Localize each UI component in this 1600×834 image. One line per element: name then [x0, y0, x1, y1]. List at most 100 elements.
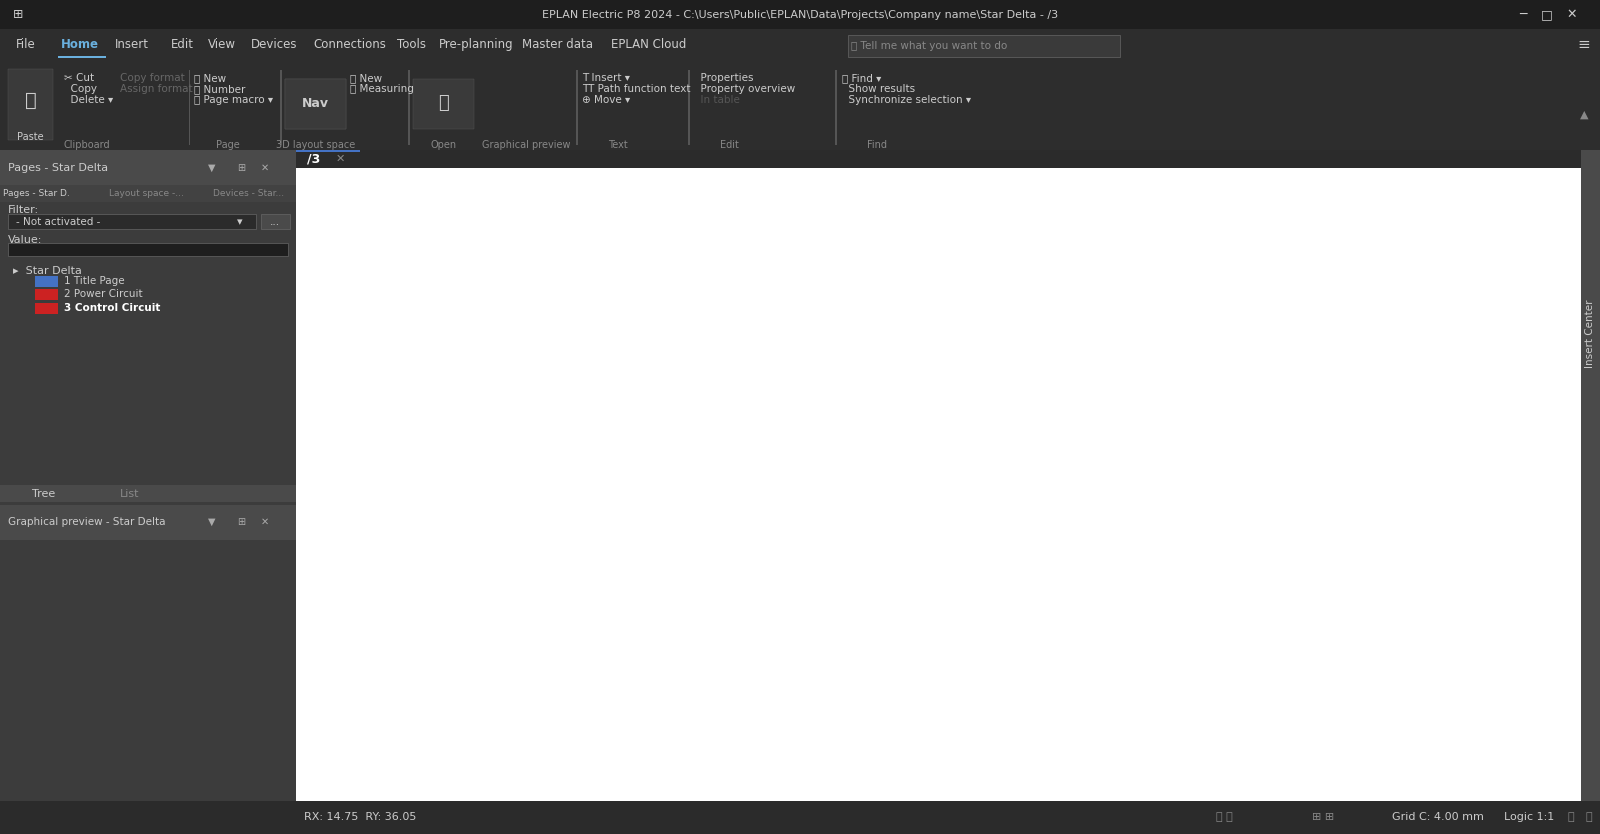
Text: ...: ... [270, 217, 280, 227]
Text: 👁: 👁 [438, 94, 448, 113]
Text: 🔍: 🔍 [1568, 812, 1574, 822]
Text: Text: Text [608, 140, 627, 150]
Text: Tree: Tree [32, 489, 56, 499]
Text: Logic 1:1: Logic 1:1 [1504, 812, 1554, 822]
Text: Main: Main [768, 620, 802, 635]
Text: ▼: ▼ [208, 163, 216, 173]
Text: 📏 Measuring: 📏 Measuring [350, 84, 414, 94]
Text: A1: A1 [1136, 567, 1152, 580]
Text: List: List [120, 489, 139, 499]
Text: 3D layout space: 3D layout space [275, 140, 355, 150]
Text: ✕: ✕ [261, 163, 269, 173]
Text: -T1: -T1 [1142, 333, 1168, 348]
Text: Home: Home [61, 38, 99, 51]
Text: -Q2: -Q2 [947, 541, 976, 556]
Text: ⊞: ⊞ [237, 163, 245, 173]
Text: ▲: ▲ [1579, 110, 1589, 120]
Text: A1: A1 [485, 567, 502, 580]
Text: A2: A2 [800, 606, 816, 620]
Text: Graphical preview - Star Delta: Graphical preview - Star Delta [8, 517, 165, 527]
Text: 14: 14 [509, 401, 528, 415]
Text: A2: A2 [978, 606, 994, 620]
Text: Layout space -...: Layout space -... [109, 189, 184, 198]
Text: Properties: Properties [694, 73, 754, 83]
Text: 13: 13 [688, 345, 704, 358]
Text: □: □ [1541, 8, 1554, 21]
Text: Delete ▾: Delete ▾ [64, 95, 114, 105]
Text: View: View [208, 38, 237, 51]
Text: 2 Power Circuit: 2 Power Circuit [64, 289, 142, 299]
Bar [771, 580, 816, 608]
Text: 📄 New: 📄 New [350, 73, 382, 83]
Text: -Q3: -Q3 [979, 335, 1008, 350]
Text: /3.1: /3.1 [1142, 397, 1166, 410]
Text: Pre-planning: Pre-planning [438, 38, 514, 51]
Text: /3.1: /3.1 [1310, 397, 1334, 410]
Text: A1: A1 [774, 567, 790, 580]
Text: Stop: Stop [448, 207, 483, 222]
Text: ─: ─ [1520, 8, 1526, 21]
Text: Assign format: Assign format [120, 84, 192, 94]
Text: Synchronize selection ▾: Synchronize selection ▾ [842, 95, 971, 105]
Text: Page: Page [216, 140, 240, 150]
Text: /3.3: /3.3 [979, 393, 1003, 406]
Text: 📄 New: 📄 New [194, 73, 226, 83]
Text: Clipboard: Clipboard [64, 140, 110, 150]
Text: Edit: Edit [720, 140, 739, 150]
Text: TT Path function text: TT Path function text [582, 84, 691, 94]
Text: ✕: ✕ [261, 517, 269, 527]
Text: Grid C: 4.00 mm: Grid C: 4.00 mm [1392, 812, 1483, 822]
Text: Copy format: Copy format [120, 73, 184, 83]
Text: Property overview: Property overview [694, 84, 795, 94]
Text: 12: 12 [1010, 382, 1026, 395]
Text: 🔢 Number: 🔢 Number [194, 84, 245, 94]
Text: Insert: Insert [115, 38, 149, 51]
Text: Connections: Connections [314, 38, 387, 51]
Text: 3 Control Circuit: 3 Control Circuit [64, 303, 160, 313]
Text: Filter:: Filter: [8, 205, 38, 215]
Text: /3.2: /3.2 [826, 393, 850, 406]
Text: In table: In table [694, 95, 741, 105]
Text: Start: Start [344, 399, 378, 413]
Text: 🔍: 🔍 [1586, 812, 1592, 822]
Text: 🔍 Find ▾: 🔍 Find ▾ [842, 73, 882, 83]
Text: -Q3: -Q3 [1131, 541, 1162, 556]
Text: ✕: ✕ [336, 154, 346, 164]
Text: ▸  Star Delta: ▸ Star Delta [13, 266, 82, 276]
Text: Graphical preview: Graphical preview [482, 140, 570, 150]
Text: A2: A2 [512, 606, 528, 620]
Text: Master data: Master data [522, 38, 592, 51]
Bar [594, 326, 1517, 550]
Text: 17: 17 [1155, 343, 1171, 356]
Text: A2: A2 [1162, 606, 1178, 620]
Text: 📋: 📋 [24, 91, 37, 109]
Text: -S2: -S2 [320, 339, 350, 357]
Text: Nav: Nav [302, 97, 328, 110]
Text: ▾: ▾ [237, 217, 243, 227]
Text: T Insert ▾: T Insert ▾ [582, 73, 630, 83]
Text: ▼: ▼ [208, 517, 216, 527]
Text: Pages - Star D.: Pages - Star D. [3, 189, 70, 198]
Text: ⊞ ⊞: ⊞ ⊞ [1312, 812, 1334, 822]
Text: ⊕ Move ▾: ⊕ Move ▾ [582, 95, 630, 105]
Text: Open: Open [430, 140, 456, 150]
Text: -T1: -T1 [480, 541, 506, 556]
Text: Show results: Show results [842, 84, 915, 94]
Text: EPLAN Cloud: EPLAN Cloud [611, 38, 686, 51]
Bar [482, 580, 528, 608]
Text: Delta: Delta [938, 620, 976, 635]
Text: 18: 18 [1349, 385, 1365, 399]
Text: /3.2: /3.2 [674, 397, 698, 410]
Text: Pages - Star Delta: Pages - Star Delta [8, 163, 109, 173]
Text: 📋 Page macro ▾: 📋 Page macro ▾ [194, 95, 272, 105]
Text: - Not activated -: - Not activated - [16, 217, 101, 227]
Text: -Q1: -Q1 [674, 338, 704, 353]
Text: Edit: Edit [171, 38, 194, 51]
Text: -T1: -T1 [1310, 333, 1336, 348]
Text: EPLAN Electric P8 2024 - C:\Users\Public\EPLAN\Data\Projects\Company name\Star D: EPLAN Electric P8 2024 - C:\Users\Public… [542, 10, 1058, 19]
Text: Value:: Value: [8, 235, 42, 245]
Text: A1: A1 [952, 567, 968, 580]
Text: 11: 11 [994, 343, 1008, 356]
Text: /3: /3 [307, 153, 320, 166]
Text: 1 Title Page: 1 Title Page [64, 276, 125, 286]
